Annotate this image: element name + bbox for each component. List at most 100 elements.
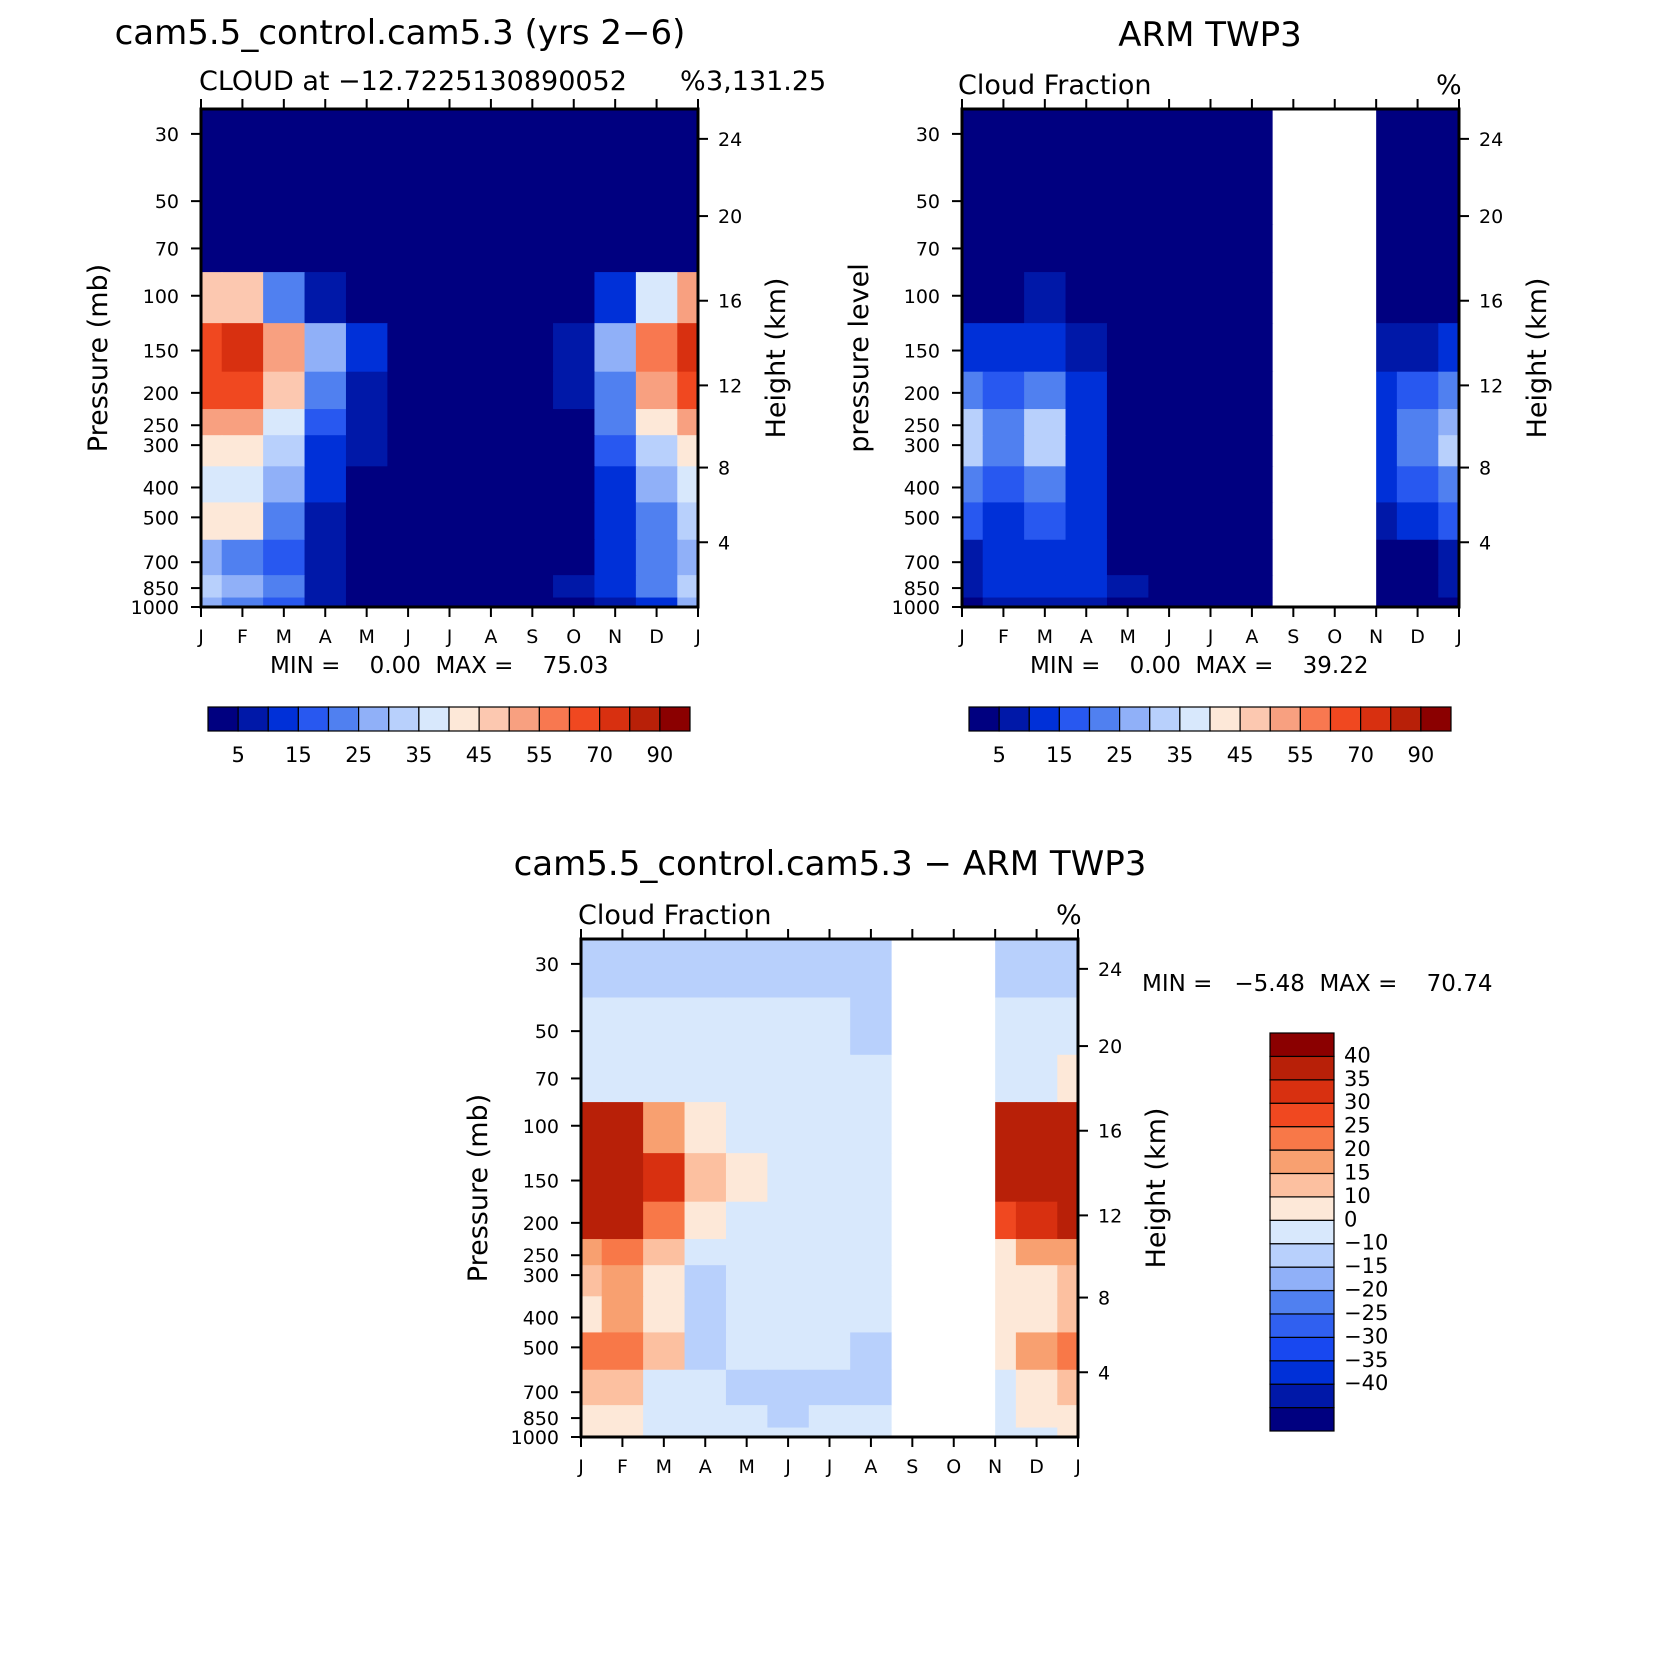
contour-cell bbox=[643, 939, 686, 999]
colorbar-label: 55 bbox=[526, 743, 553, 767]
y-tick-label: 500 bbox=[143, 507, 179, 529]
contour-cell bbox=[643, 1153, 686, 1203]
contour-cell bbox=[635, 167, 678, 226]
contour-cell bbox=[1189, 371, 1232, 410]
contour-cell bbox=[1148, 167, 1191, 226]
contour-cell bbox=[635, 272, 678, 324]
contour-cell bbox=[962, 409, 984, 436]
contour-cell bbox=[808, 1405, 851, 1429]
colorbar-swatch bbox=[1269, 706, 1301, 732]
contour-cell bbox=[594, 323, 637, 373]
colorbar-swatch bbox=[1269, 1336, 1335, 1362]
contour-cell bbox=[635, 539, 678, 576]
contour-cell bbox=[1065, 466, 1108, 504]
y-tick-label: 100 bbox=[904, 286, 940, 308]
contour-cell bbox=[677, 272, 699, 324]
contour-cell bbox=[1231, 575, 1274, 599]
colorbar-label: 40 bbox=[1344, 1043, 1371, 1067]
contour-cell bbox=[808, 1102, 851, 1154]
x-tick-label: A bbox=[319, 626, 332, 648]
contour-cell bbox=[1189, 539, 1232, 576]
y2-tick-label: 20 bbox=[718, 206, 742, 228]
contour-cell bbox=[1396, 109, 1439, 169]
colorbar-label: 90 bbox=[647, 743, 674, 767]
contour-cell bbox=[1438, 409, 1460, 436]
contour-cell bbox=[1231, 323, 1274, 373]
contour-cell bbox=[1231, 466, 1274, 504]
contour-cell bbox=[553, 597, 596, 608]
contour-cell bbox=[643, 1054, 686, 1103]
contour-cell bbox=[808, 1201, 851, 1240]
contour-cell bbox=[808, 939, 851, 999]
contour-cell bbox=[221, 409, 264, 436]
contour-cell bbox=[982, 371, 1025, 410]
contour-cell bbox=[345, 575, 388, 599]
y2-tick-label: 16 bbox=[1479, 291, 1503, 313]
contour-cell bbox=[581, 997, 603, 1056]
contour-cell bbox=[511, 224, 554, 273]
contour-cell bbox=[601, 1153, 644, 1203]
contour-cell bbox=[1189, 167, 1232, 226]
contour-cell bbox=[767, 1332, 810, 1371]
contour-cell bbox=[581, 1265, 603, 1297]
contour-cell bbox=[850, 1427, 893, 1438]
contour-cell bbox=[850, 1054, 893, 1103]
colorbar-label: 25 bbox=[345, 743, 372, 767]
contour-cell bbox=[1231, 109, 1274, 169]
y-tick-label: 400 bbox=[523, 1307, 559, 1329]
y2-tick-label: 8 bbox=[1479, 458, 1491, 480]
contour-cell bbox=[304, 323, 347, 373]
colorbar-label: −20 bbox=[1344, 1278, 1388, 1302]
colorbar-swatch bbox=[1088, 706, 1121, 732]
contour-cell bbox=[677, 435, 699, 467]
contour-cell bbox=[684, 1265, 727, 1297]
contour-cell bbox=[982, 539, 1025, 576]
contour-cell bbox=[345, 409, 388, 436]
contour-cell bbox=[643, 1405, 686, 1429]
contour-cell bbox=[635, 435, 678, 467]
colorbar-label: −10 bbox=[1344, 1231, 1388, 1255]
contour-cell bbox=[1015, 1265, 1058, 1297]
contour-cell bbox=[201, 224, 223, 273]
contour-cell bbox=[1438, 597, 1460, 608]
contour-cell bbox=[982, 597, 1025, 608]
contour-cell bbox=[850, 1405, 893, 1429]
contour-cell bbox=[601, 1265, 644, 1297]
contour-cell bbox=[808, 1369, 851, 1406]
contour-cell bbox=[982, 323, 1025, 373]
contour-cell bbox=[345, 371, 388, 410]
contour-cell bbox=[725, 1265, 768, 1297]
contour-cell bbox=[982, 272, 1025, 324]
contour-cell bbox=[263, 323, 306, 373]
contour-cell bbox=[850, 1201, 893, 1240]
y2-tick-label: 24 bbox=[1479, 129, 1503, 151]
contour-cell bbox=[1396, 167, 1439, 226]
contour-cell bbox=[684, 1201, 727, 1240]
contour-cell bbox=[1148, 323, 1191, 373]
contour-cell bbox=[767, 939, 810, 999]
contour-cell bbox=[263, 224, 306, 273]
contour-cell bbox=[594, 167, 637, 226]
colorbar-label: 15 bbox=[285, 743, 312, 767]
colorbar-label: 20 bbox=[1344, 1137, 1371, 1161]
contour-cell bbox=[221, 435, 264, 467]
contour-cell bbox=[201, 575, 223, 599]
colorbar-swatch bbox=[1149, 706, 1181, 732]
contour-cell bbox=[553, 323, 596, 373]
y2-tick-label: 8 bbox=[1098, 1288, 1110, 1310]
contour-cell bbox=[962, 323, 984, 373]
y2-tick-label: 20 bbox=[1098, 1036, 1122, 1058]
contour-cell bbox=[974, 1427, 1017, 1438]
contour-cell bbox=[201, 323, 223, 373]
colorbar-swatch bbox=[629, 706, 661, 732]
contour-cell bbox=[1438, 575, 1460, 599]
contour-cell bbox=[850, 1369, 893, 1406]
contour-cell bbox=[581, 1054, 603, 1103]
contour-cell bbox=[767, 997, 810, 1056]
contour-cell bbox=[1438, 502, 1460, 541]
x-tick-label: J bbox=[1207, 626, 1214, 648]
contour-cell bbox=[1396, 466, 1439, 504]
missing-data-band bbox=[1293, 109, 1377, 607]
